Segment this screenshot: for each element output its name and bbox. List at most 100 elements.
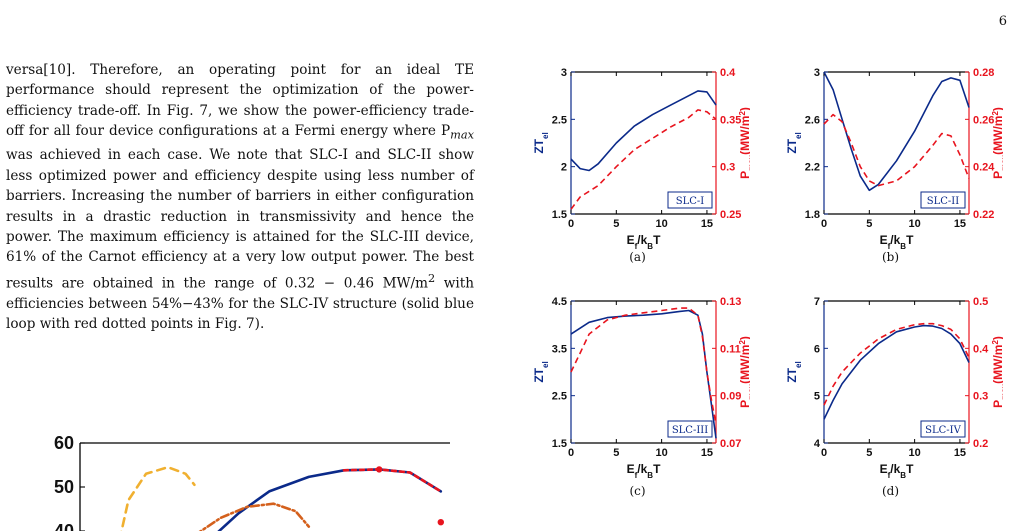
text-subscript: el bbox=[541, 361, 550, 368]
x-tick-label: 0 bbox=[821, 447, 827, 459]
y-tick-label-right: 0.24 bbox=[973, 162, 995, 174]
device-label: SLC-III bbox=[672, 425, 708, 436]
panel-c: 0 5 10 15 1.5 2.5 3.5 4.5 0.07 0.09 0.11 0.13 Ef/kBT… bbox=[525, 289, 756, 514]
y-axis-label-left: ZTel bbox=[785, 132, 803, 153]
device-label-box bbox=[920, 420, 966, 438]
y-tick-label-left: 2.6 bbox=[805, 114, 820, 126]
text-run: ZT bbox=[532, 367, 546, 382]
text-run: was achieved in each case. We note that … bbox=[6, 147, 474, 292]
y-axis-label-left: ZTel bbox=[532, 132, 550, 153]
y-tick-label-left: 6 bbox=[814, 343, 820, 355]
x-tick-label: 10 bbox=[909, 218, 921, 230]
x-tick-label: 15 bbox=[701, 218, 713, 230]
text-subscript: el bbox=[794, 132, 803, 139]
text-subscript: 2 bbox=[738, 340, 747, 345]
text-run: /k bbox=[637, 233, 647, 247]
text-run: with efficiencies between 54%−43% for th… bbox=[6, 275, 474, 333]
y-tick-label-right: 0.4 bbox=[973, 343, 989, 355]
y-tick-label: 50 bbox=[54, 477, 74, 497]
x-tick-label: 10 bbox=[656, 218, 668, 230]
caption-d: (d) bbox=[881, 484, 900, 498]
y-tick-label-left: 2.5 bbox=[552, 391, 567, 403]
y-axis-label-left: ZTel bbox=[785, 361, 803, 382]
device-label-box bbox=[920, 191, 966, 209]
y-tick-label-right: 0.35 bbox=[720, 114, 741, 126]
text-run: (MW/m bbox=[991, 345, 1003, 384]
text-subscript: B bbox=[900, 242, 906, 251]
text-run: ) bbox=[738, 336, 750, 340]
caption-a: (a) bbox=[629, 250, 646, 264]
text-subscript: max bbox=[747, 383, 751, 400]
y-tick-label-right: 0.11 bbox=[720, 343, 741, 355]
text-run: ZT bbox=[785, 367, 799, 382]
y-tick-label-left: 3.5 bbox=[552, 343, 567, 355]
device-label-box bbox=[667, 420, 713, 438]
text-subscript: el bbox=[794, 361, 803, 368]
text-subscript: max bbox=[1000, 154, 1004, 171]
text-run: /k bbox=[890, 462, 900, 476]
text-run: E bbox=[627, 462, 635, 476]
y-tick-label-right: 0.28 bbox=[973, 67, 994, 79]
x-tick-label: 5 bbox=[866, 447, 872, 459]
text-subscript: B bbox=[647, 471, 653, 480]
trade-off-curve bbox=[342, 468, 443, 493]
y-tick-label-left: 2.5 bbox=[552, 114, 567, 126]
x-tick-label: 0 bbox=[568, 218, 574, 230]
y-tick-label-right: 0.07 bbox=[720, 438, 741, 450]
text-run: T bbox=[653, 462, 661, 476]
text-run: E bbox=[880, 233, 888, 247]
x-tick-label: 5 bbox=[613, 218, 619, 230]
device-label-box bbox=[667, 191, 713, 209]
y-tick-label-left: 2 bbox=[561, 162, 567, 174]
x-tick-label: 10 bbox=[656, 447, 668, 459]
trade-off-curve bbox=[198, 502, 311, 531]
trade-off-curve bbox=[217, 468, 443, 531]
x-tick-label: 5 bbox=[866, 218, 872, 230]
x-tick-label: 15 bbox=[954, 447, 966, 459]
y-tick-label-left: 4 bbox=[814, 438, 821, 450]
page-number: 6 bbox=[998, 14, 1007, 29]
text-run: P bbox=[738, 171, 750, 179]
zt-series-line bbox=[823, 71, 970, 192]
y-tick-label-left: 1.5 bbox=[552, 209, 567, 221]
text-run: ) bbox=[991, 107, 1003, 111]
text-run: T bbox=[906, 233, 914, 247]
zt-series-line bbox=[570, 309, 717, 439]
text-run: P bbox=[738, 400, 750, 408]
y-tick-label-right: 0.3 bbox=[720, 162, 735, 174]
x-tick-label: 5 bbox=[613, 447, 619, 459]
x-axis-label: Ef/kBT bbox=[627, 462, 661, 480]
text-subscript: el bbox=[541, 132, 550, 139]
text-run: ZT bbox=[785, 138, 799, 153]
y-tick-label-right: 0.22 bbox=[973, 209, 994, 221]
y-tick-label-left: 3 bbox=[814, 67, 820, 79]
text-run: E bbox=[880, 462, 888, 476]
y-tick-label: 60 bbox=[54, 433, 74, 453]
text-run: ) bbox=[991, 336, 1003, 340]
text-run: T bbox=[906, 462, 914, 476]
y-tick-label-left: 2.2 bbox=[805, 162, 820, 174]
device-label: SLC-IV bbox=[925, 425, 961, 436]
text-subscript: f bbox=[635, 242, 638, 251]
text-run: 2 bbox=[427, 270, 436, 285]
chart-panel-c: 0 5 10 15 1.5 2.5 3.5 4.5 0.07 0.09 0.11 0.13 Ef/kBT… bbox=[532, 296, 756, 480]
data-point-marker bbox=[376, 466, 383, 473]
text-subscript: 2 bbox=[738, 111, 747, 116]
zt-series-line bbox=[570, 90, 717, 172]
device-label: SLC-II bbox=[927, 196, 959, 207]
x-tick-label: 15 bbox=[701, 447, 713, 459]
text-run: (MW/m bbox=[738, 116, 750, 155]
text-run: ) bbox=[738, 107, 750, 111]
text-subscript: f bbox=[635, 471, 638, 480]
pmax-series-line bbox=[823, 322, 970, 406]
x-axis-label: Ef/kBT bbox=[627, 233, 661, 251]
y-axis-label-right: Pmax(MW/m2) bbox=[738, 107, 751, 179]
y-tick-label-right: 0.26 bbox=[973, 114, 994, 126]
y-axis-label-left: ZTel bbox=[532, 361, 550, 382]
text-run: E bbox=[627, 233, 635, 247]
x-axis-label: Ef/kBT bbox=[880, 462, 914, 480]
y-tick-label-left: 3 bbox=[561, 67, 567, 79]
x-tick-label: 10 bbox=[909, 447, 921, 459]
x-axis-label: Ef/kBT bbox=[880, 233, 914, 251]
